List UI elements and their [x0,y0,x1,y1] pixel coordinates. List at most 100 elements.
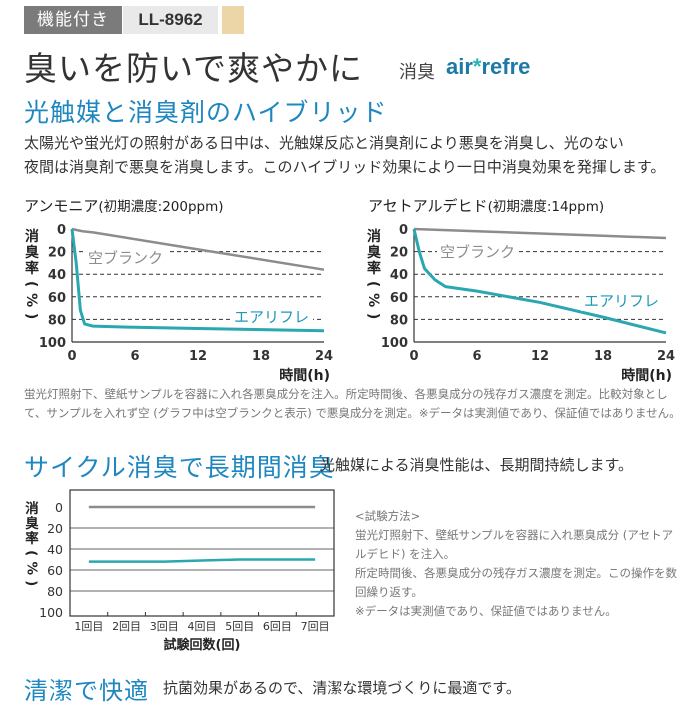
y-axis-label: % [23,293,39,307]
series-line-blank [413,227,667,240]
y-tick-label: 0 [57,223,66,238]
chart-cycle: 0 20 40 60 80 100 1回目 2回目 3回目 4回目 5回目 6回目 7回目 消臭率 (%) 試… [23,489,335,653]
x-tick-label: 24 [657,349,675,364]
test-method-line: <試験方法> [355,509,421,523]
y-axis-label: ) [23,313,39,319]
y-axis-label: % [23,562,39,576]
series-line-blank [71,227,325,271]
chart-acetaldehyde-title-main: アセトアルデヒド [368,197,488,215]
y-axis-label: 臭 [367,244,382,261]
x-tick-label: 3回目 [150,620,179,633]
y-axis-label: ( [23,550,39,556]
plot-frame [69,489,335,617]
test-method-line: ※データは実測値であり、保証値ではありません。 [355,604,617,618]
x-tick-label: 18 [252,349,270,364]
brand-logo: air*refre [446,54,530,80]
series-label-bg [231,307,313,327]
y-tick-label: 80 [390,313,408,328]
brand-logo-part1: air [446,54,473,79]
x-tick-label: 5回目 [225,620,254,633]
y-tick-label: 60 [48,291,66,306]
y-tick-label: 100 [381,336,408,351]
section-hybrid-text-line1: 太陽光や蛍光灯の照射がある日中は、光触媒反応と消臭剤により悪臭を消臭し、光のない [24,134,624,152]
brand-logo-part2: refre [481,54,531,79]
y-tick-label: 80 [48,313,66,328]
color-swatch [222,6,244,34]
test-method-block: <試験方法> 蛍光灯照射下、壁紙サンプルを容器に入れ悪臭成分 (アセトア ルデヒ… [355,507,695,621]
brand-subtitle: 消臭 [399,62,435,83]
y-axis-label: 臭 [25,244,40,261]
function-badge: 機能付き [24,6,122,34]
chart-note-line2: て、サンプルを入れず空 (グラフ中は空ブランクと表示) で悪臭成分を測定。※デー… [24,406,681,420]
test-method-line: ルデヒド) を注入。 [355,547,456,561]
series-label-product: エアリフレ [234,308,309,326]
section-clean-text: 抗菌効果があるので、清潔な環境づくりに最適です。 [163,679,521,697]
y-tick-label: 0 [399,223,408,238]
y-axis-label: 消 [25,228,39,245]
x-tick-label: 24 [315,349,333,364]
y-tick-label: 20 [47,521,63,536]
y-tick-label: 20 [390,246,408,261]
y-axis-label: 率 [25,530,39,547]
y-axis-label: 率 [367,260,381,277]
x-axis-label: 試験回数(回) [164,637,241,653]
y-tick-label: 40 [390,268,408,283]
series-label-bg [85,248,167,268]
y-tick-label: 100 [39,605,63,620]
series-line-product [88,558,316,563]
y-tick-label: 80 [47,584,63,599]
x-tick-label: 0 [67,349,76,364]
series-line-product [70,228,325,333]
x-tick-label: 12 [531,349,549,364]
series-label-blank: 空ブランク [88,249,163,267]
x-tick-label: 4回目 [188,620,217,633]
series-label-blank: 空ブランク [440,243,515,261]
series-line-product [412,228,667,335]
x-tick-label: 7回目 [301,620,330,633]
y-axis-label: 消 [367,228,381,245]
x-tick-label: 18 [594,349,612,364]
series-label-product: エアリフレ [584,292,659,310]
y-tick-label: 0 [55,500,63,515]
x-tick-label: 1回目 [74,620,103,633]
y-axis-label: 臭 [25,515,39,532]
y-tick-label: 40 [48,268,66,283]
y-axis-label: ( [365,281,381,287]
y-tick-label: 60 [390,291,408,306]
x-tick-label: 6 [472,349,481,364]
page-title: 臭いを防いで爽やかに [24,49,364,88]
series-label-bg [581,291,663,311]
x-axis-label: 時間(h) [279,367,330,384]
section-hybrid-title: 光触媒と消臭剤のハイブリッド [24,98,388,127]
y-axis-label: 消 [25,500,39,517]
x-tick-label: 12 [189,349,207,364]
y-tick-label: 20 [48,246,66,261]
test-method-line: 回繰り返す。 [355,585,423,599]
brand-star-icon: * [472,54,482,79]
section-cycle-title: サイクル消臭で長期間消臭 [24,453,335,482]
chart-acetaldehyde-title-note: (初期濃度:14ppm) [487,199,605,215]
y-axis-label: ) [365,313,381,319]
y-axis-label: % [365,293,381,307]
section-cycle-lead: 光触媒による消臭性能は、長期間持続します。 [320,456,634,474]
model-number: LL-8962 [123,6,218,34]
x-tick-label: 6回目 [263,620,292,633]
y-tick-label: 40 [47,542,63,557]
test-method-line: 蛍光灯照射下、壁紙サンプルを容器に入れ悪臭成分 (アセトア [355,528,674,542]
x-axis-label: 時間(h) [621,367,672,384]
section-hybrid-text-line2: 夜間は消臭剤で悪臭を消臭します。このハイブリッド効果により一日中消臭効果を発揮し… [24,158,666,176]
y-axis-label: ( [23,281,39,287]
chart-note-line1: 蛍光灯照射下、壁紙サンプルを容器に入れ各悪臭成分を注入。所定時間後、各悪臭成分の… [24,387,668,401]
chart-acetaldehyde-title: アセトアルデヒド(初期濃度:14ppm) [368,195,604,216]
y-tick-label: 60 [47,563,63,578]
x-tick-label: 2回目 [112,620,141,633]
x-tick-label: 6 [130,349,139,364]
series-label-bg [437,242,519,262]
y-tick-label: 100 [39,336,66,351]
chart-ammonia-title-note: (初期濃度:200ppm) [98,199,224,215]
x-tick-label: 0 [409,349,418,364]
test-method-line: 所定時間後、各悪臭成分の残存ガス濃度を測定。この操作を数 [355,566,677,580]
